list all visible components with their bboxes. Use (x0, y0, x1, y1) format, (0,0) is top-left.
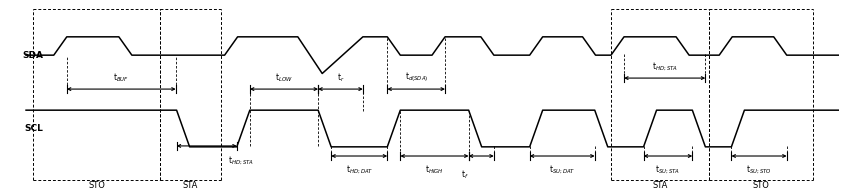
Text: t$_{HIGH}$: t$_{HIGH}$ (425, 163, 443, 176)
Text: t$_{LOW}$: t$_{LOW}$ (275, 71, 293, 84)
Text: t$_{SU;STO}$: t$_{SU;STO}$ (746, 163, 772, 176)
Text: t$_{d(SDA)}$: t$_{d(SDA)}$ (405, 70, 428, 84)
Text: STO: STO (89, 181, 105, 190)
Text: t$_{SU;DAT}$: t$_{SU;DAT}$ (549, 163, 576, 176)
Text: t$_{HD;STA}$: t$_{HD;STA}$ (652, 60, 678, 73)
Text: t$_{HD;STA}$: t$_{HD;STA}$ (228, 155, 254, 167)
Text: STA: STA (183, 181, 198, 190)
Text: STA: STA (652, 181, 668, 190)
Text: t$_{BUF}$: t$_{BUF}$ (113, 71, 129, 84)
Text: t$_{r}$: t$_{r}$ (336, 71, 344, 84)
Text: t$_{f}$: t$_{f}$ (461, 169, 469, 181)
Text: SCL: SCL (24, 124, 43, 133)
Text: t$_{SU;STA}$: t$_{SU;STA}$ (655, 163, 680, 176)
Text: STO: STO (752, 181, 769, 190)
Text: SDA: SDA (22, 51, 43, 60)
Text: t$_{HD;DAT}$: t$_{HD;DAT}$ (346, 163, 373, 176)
